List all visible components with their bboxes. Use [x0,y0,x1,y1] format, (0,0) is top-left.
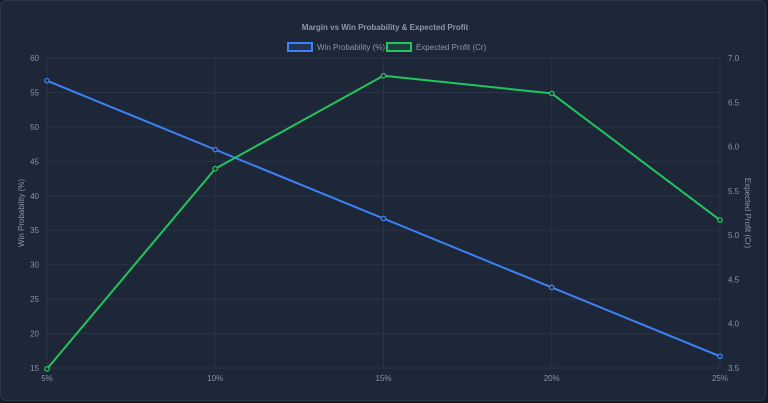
left-axis-title: Win Probability (%) [17,179,26,247]
x-tick-label: 5% [41,374,53,383]
left-tick-label: 20 [30,330,39,339]
right-tick-label: 7.0 [728,54,740,63]
x-tick-label: 10% [207,374,223,383]
left-tick-label: 45 [30,157,39,166]
right-tick-label: 5.5 [728,187,740,196]
series-layer [44,72,723,372]
right-axis-title: Expected Profit (Cr) [743,178,752,249]
data-point-expected-profit[interactable] [717,217,723,223]
left-tick-label: 55 [30,88,39,97]
legend: Win Probability (%) Expected Profit (Cr) [287,42,487,52]
right-tick-label: 4.5 [728,275,740,284]
right-tick-label: 5.0 [728,231,740,240]
right-axis-ticks: 3.5 4.0 4.5 5.0 5.5 6.0 6.5 7.0 [728,54,740,373]
data-point-win-probability[interactable] [717,353,723,360]
left-tick-label: 60 [30,54,39,63]
x-axis-ticks: 5% 10% 15% 20% 25% [41,374,728,383]
left-tick-label: 15 [30,364,39,373]
left-tick-label: 35 [30,226,39,235]
left-tick-label: 40 [30,192,39,201]
data-point-win-probability[interactable] [380,215,387,222]
data-point-expected-profit[interactable] [548,90,555,97]
right-tick-label: 6.0 [728,143,740,152]
data-point-expected-profit[interactable] [44,366,50,372]
x-tick-label: 15% [375,374,391,383]
data-point-win-probability[interactable] [44,77,50,84]
left-tick-label: 50 [30,123,39,132]
right-tick-label: 3.5 [728,364,740,373]
legend-swatch-expected-profit[interactable] [386,42,412,52]
data-point-win-probability[interactable] [548,284,555,291]
x-tick-label: 20% [544,374,560,383]
legend-swatch-win-probability[interactable] [287,42,313,52]
data-point-expected-profit[interactable] [212,165,219,172]
grid [46,57,721,369]
left-tick-label: 25 [30,295,39,304]
legend-label-expected-profit[interactable]: Expected Profit (Cr) [416,43,487,52]
data-point-win-probability[interactable] [212,146,219,153]
legend-label-win-probability[interactable]: Win Probability (%) [317,43,385,52]
x-tick-label: 25% [712,374,728,383]
left-axis-ticks: 15 20 25 30 35 40 45 50 55 60 [30,54,39,373]
chart-title: Margin vs Win Probability & Expected Pro… [302,23,469,32]
right-tick-label: 4.0 [728,320,740,329]
right-tick-label: 6.5 [728,98,740,107]
left-tick-label: 30 [30,261,39,270]
data-point-expected-profit[interactable] [380,72,387,79]
